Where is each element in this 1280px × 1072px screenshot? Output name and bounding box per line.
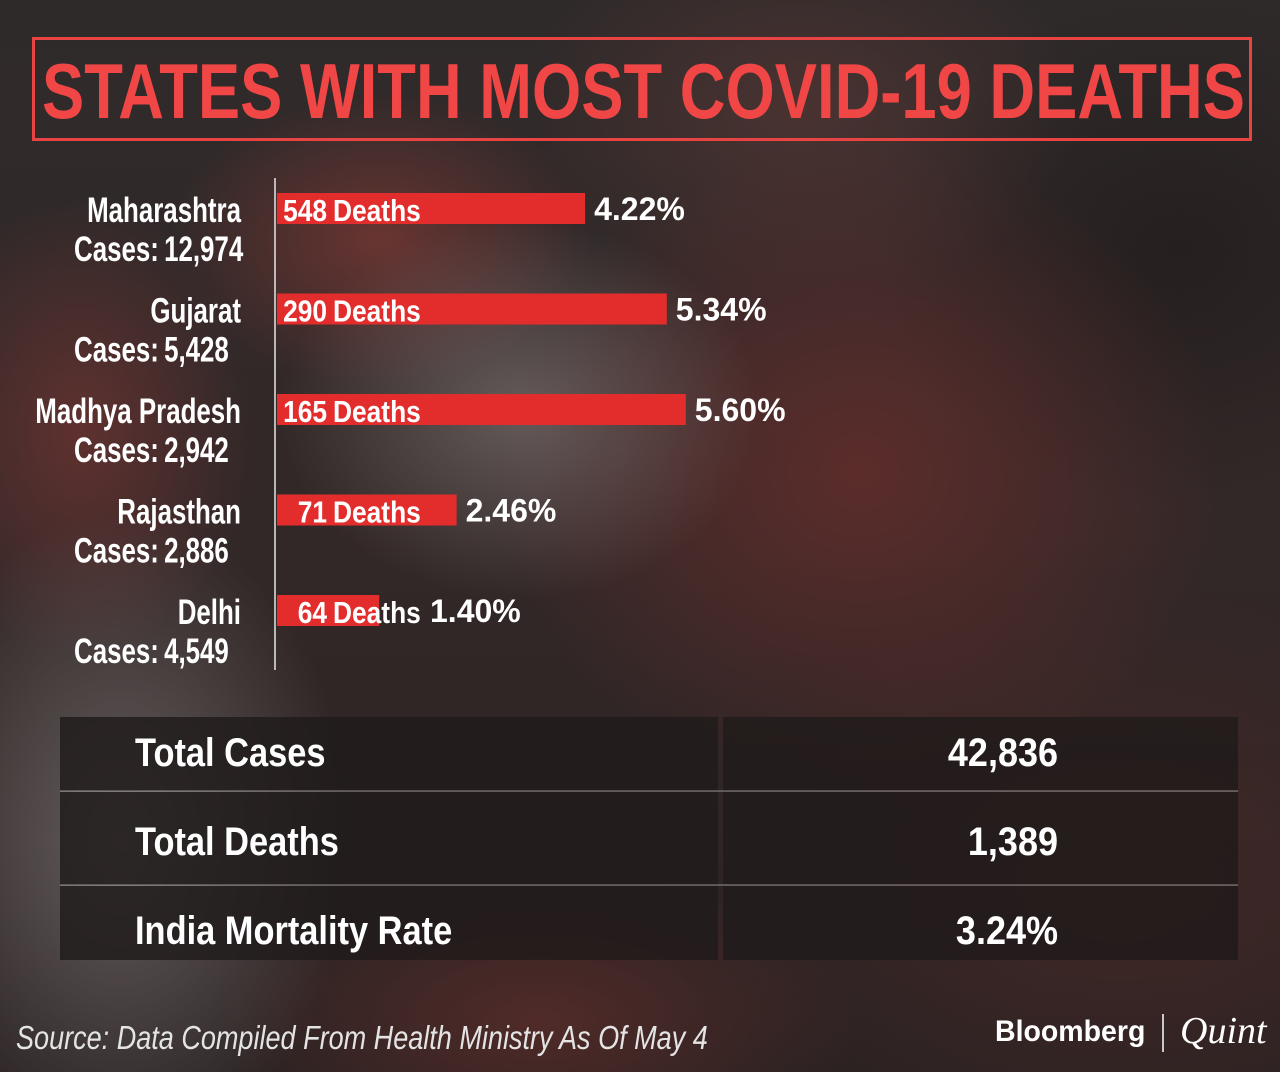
deaths-value-delhi: 64 <box>298 596 327 630</box>
mortality-label-rajasthan: 2.46% <box>466 493 557 529</box>
title-box: STATES WITH MOST COVID-19 DEATHS <box>32 37 1252 141</box>
deaths-suffix-gujarat: Deaths <box>333 295 421 329</box>
mortality-label-maharashtra: 4.22% <box>594 191 685 227</box>
state-label-gujarat: Gujarat <box>150 291 241 331</box>
cases-value: 12,974 <box>164 229 243 269</box>
cases-value: 5,428 <box>164 330 229 370</box>
state-label-delhi: Delhi <box>178 592 241 632</box>
cases-label-gujarat: Cases: 5,428 <box>74 330 229 370</box>
bar-maharashtra <box>277 193 586 224</box>
state-label-rajasthan: Rajasthan <box>117 492 241 532</box>
summary-cell-value-bg <box>723 792 1238 885</box>
bar-delhi <box>277 595 380 626</box>
bloomberg-wordmark: Bloomberg <box>995 1015 1145 1048</box>
cases-value: 2,886 <box>164 531 229 571</box>
cases-prefix: Cases: <box>74 330 159 370</box>
summary-table: Total Cases 42,836 Total Deaths 1,389 In… <box>60 717 1238 960</box>
cases-value: 2,942 <box>164 430 229 470</box>
deaths-suffix-rajasthan: Deaths <box>333 496 421 530</box>
state-label-madhya-pradesh: Madhya Pradesh <box>35 391 241 431</box>
deaths-value-madhya-pradesh: 165 <box>283 395 327 429</box>
cases-label-rajasthan: Cases: 2,886 <box>74 531 229 571</box>
deaths-suffix-maharashtra: Deaths <box>333 194 421 228</box>
publisher-logo: Bloomberg Quint <box>995 1010 1268 1052</box>
summary-row-total-deaths: Total Deaths 1,389 <box>135 819 1058 865</box>
cases-label-madhya-pradesh: Cases: 2,942 <box>74 430 229 470</box>
bar-rajasthan <box>277 494 457 526</box>
cases-label-delhi: Cases: 4,549 <box>74 631 229 671</box>
cases-value: 4,549 <box>164 631 229 671</box>
summary-cell-label-bg <box>60 886 718 960</box>
footer: Source: Data Compiled From Health Minist… <box>16 1010 1268 1057</box>
bar-gujarat <box>277 293 667 325</box>
cases-prefix: Cases: <box>74 531 159 571</box>
quint-wordmark: Quint <box>1180 1010 1268 1052</box>
mortality-label-gujarat: 5.34% <box>676 292 767 328</box>
summary-label: India Mortality Rate <box>135 908 452 953</box>
summary-row-total-cases: Total Cases 42,836 <box>135 730 1058 776</box>
summary-cell-label-bg <box>60 792 718 885</box>
summary-cell-value-bg <box>723 886 1238 960</box>
summary-row-mortality-rate: India Mortality Rate 3.24% <box>135 908 1058 954</box>
summary-value: 42,836 <box>948 731 1058 775</box>
cases-prefix: Cases: <box>74 430 159 470</box>
deaths-suffix-delhi: Deaths <box>333 596 421 630</box>
deaths-suffix-madhya-pradesh: Deaths <box>333 395 421 429</box>
summary-value: 3.24% <box>956 909 1058 953</box>
summary-value: 1,389 <box>968 820 1058 864</box>
cases-label-maharashtra: Cases: 12,974 <box>74 229 243 269</box>
deaths-value-maharashtra: 548 <box>283 194 327 228</box>
summary-cell-value-bg <box>723 717 1238 791</box>
summary-label: Total Deaths <box>135 819 339 864</box>
page-title: STATES WITH MOST COVID-19 DEATHS <box>42 47 1245 135</box>
mortality-label-delhi: 1.40% <box>430 593 521 629</box>
summary-label: Total Cases <box>135 730 326 775</box>
source-note: Source: Data Compiled From Health Minist… <box>16 1021 708 1057</box>
state-label-maharashtra: Maharashtra <box>87 190 242 230</box>
title-border <box>32 37 1252 141</box>
cases-prefix: Cases: <box>74 229 159 269</box>
deaths-value-rajasthan: 71 <box>298 496 327 530</box>
summary-cell-label-bg <box>60 717 718 791</box>
cases-prefix: Cases: <box>74 631 159 671</box>
bar-madhya-pradesh <box>277 394 686 425</box>
mortality-label-madhya-pradesh: 5.60% <box>695 392 786 428</box>
deaths-value-gujarat: 290 <box>283 295 327 329</box>
